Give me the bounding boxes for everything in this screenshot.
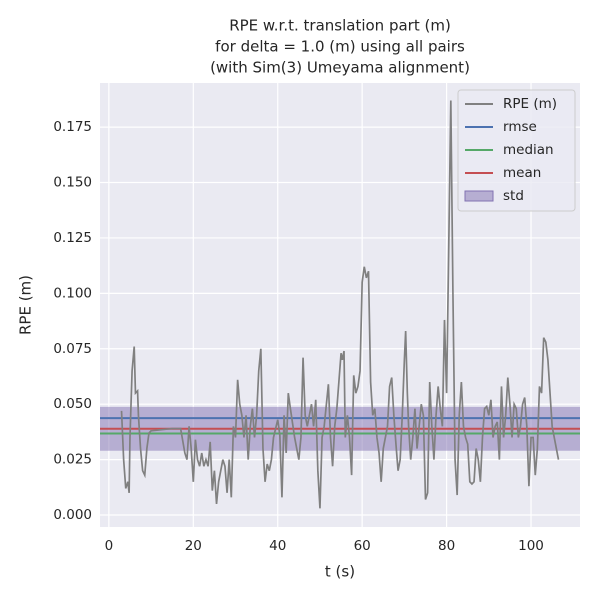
x-tick-label: 40 [269, 538, 286, 554]
legend-label: mean [503, 165, 541, 181]
x-tick-label: 80 [438, 538, 455, 554]
y-tick-label: 0.050 [53, 396, 92, 412]
legend-label: std [503, 188, 524, 204]
x-tick-label: 20 [185, 538, 202, 554]
x-tick-label: 60 [354, 538, 371, 554]
y-tick-label: 0.125 [53, 230, 92, 246]
y-tick-label: 0.000 [53, 507, 92, 523]
y-axis-label: RPE (m) [17, 275, 35, 335]
x-tick-label: 0 [105, 538, 114, 554]
y-tick-label: 0.075 [53, 341, 92, 357]
y-tick-label: 0.100 [53, 285, 92, 301]
legend-box [457, 89, 576, 212]
data-line [120, 100, 560, 509]
x-axis-label: t (s) [325, 563, 355, 581]
legend-swatch [464, 190, 494, 202]
legend-label: RPE (m) [503, 96, 557, 112]
legend-label: median [503, 142, 554, 158]
x-tick-label: 100 [518, 538, 544, 554]
y-tick-label: 0.150 [53, 175, 92, 191]
chart-title: RPE w.r.t. translation part (m) [229, 17, 451, 35]
y-tick-label: 0.025 [53, 452, 92, 468]
chart-title: for delta = 1.0 (m) using all pairs [215, 38, 465, 56]
chart-title: (with Sim(3) Umeyama alignment) [210, 59, 470, 77]
legend-label: rmse [503, 119, 537, 135]
y-tick-label: 0.175 [53, 119, 92, 135]
